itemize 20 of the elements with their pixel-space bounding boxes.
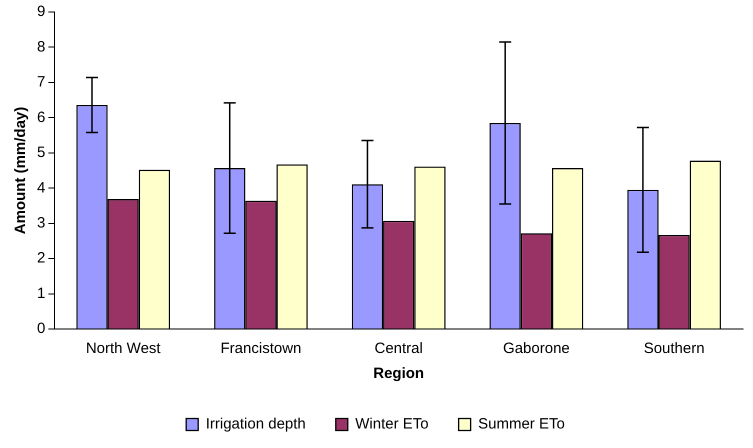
y-tick-label: 7 xyxy=(37,74,46,91)
y-axis-title: Amount (mm/day) xyxy=(12,106,30,234)
y-tick-label: 3 xyxy=(37,214,46,232)
y-tick-label: 0 xyxy=(37,320,46,338)
x-tick-label: Francistown xyxy=(220,340,302,358)
x-tick-label: Central xyxy=(374,340,423,358)
y-tick-label: 1 xyxy=(37,284,46,302)
legend-label: Irrigation depth xyxy=(206,416,306,433)
y-tick-label: 2 xyxy=(37,250,46,267)
x-tick-label: Southern xyxy=(644,340,705,358)
y-tick-label: 9 xyxy=(37,3,46,20)
y-tick-label: 5 xyxy=(37,144,46,162)
y-tick-label: 4 xyxy=(37,179,46,196)
y-tick-label: 8 xyxy=(37,38,46,56)
y-tick-label: 6 xyxy=(37,108,46,126)
x-tick-label: North West xyxy=(86,340,162,358)
legend-label: Summer ETo xyxy=(478,416,565,433)
x-tick-label: Gaborone xyxy=(503,340,570,358)
legend-label: Winter ETo xyxy=(355,416,429,433)
x-axis-title: Region xyxy=(373,365,424,382)
